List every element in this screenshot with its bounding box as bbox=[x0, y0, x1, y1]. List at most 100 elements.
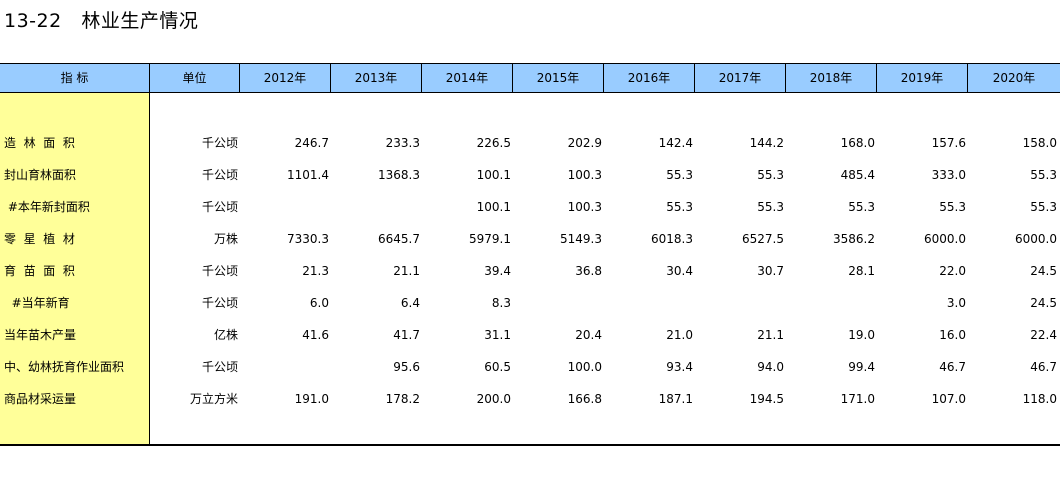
value-cell: 100.0 bbox=[567, 360, 602, 374]
row-unit: 千公顷 bbox=[201, 200, 238, 214]
row-unit: 万株 bbox=[213, 232, 238, 246]
value-cell: 246.7 bbox=[294, 136, 329, 150]
table-row: #当年新育 千公顷 6.0 6.4 8.3 3.0 24.5 bbox=[0, 287, 1060, 319]
value-cell: 6000.0 bbox=[924, 232, 966, 246]
value-cell: 55.3 bbox=[666, 168, 693, 182]
table-row: 当年苗木产量 亿株 41.6 41.7 31.1 20.4 21.0 21.1 19.0 16.0… bbox=[0, 319, 1060, 351]
row-indicator: #当年新育 bbox=[4, 296, 70, 310]
table-row: 封山育林面积 千公顷 1101.4 1368.3 100.1 100.3 55.3 55.3 4… bbox=[0, 159, 1060, 191]
value-cell: 41.7 bbox=[393, 328, 420, 342]
header-year: 2012年 bbox=[240, 64, 331, 92]
value-cell: 6.0 bbox=[309, 296, 329, 310]
table-header: 指 标 单位 2012年 2013年 2014年 2015年 2016年 201… bbox=[0, 63, 1060, 93]
value-cell: 118.0 bbox=[1022, 392, 1057, 406]
value-cell: 60.5 bbox=[484, 360, 511, 374]
value-cell: 191.0 bbox=[294, 392, 329, 406]
value-cell: 1368.3 bbox=[378, 168, 420, 182]
indicator-column bbox=[0, 93, 150, 445]
table-row: 育 苗 面 积 千公顷 21.3 21.1 39.4 36.8 30.4 30.7 28.1 22… bbox=[0, 255, 1060, 287]
value-cell: 55.3 bbox=[757, 200, 784, 214]
value-cell: 99.4 bbox=[848, 360, 875, 374]
value-cell: 28.1 bbox=[848, 264, 875, 278]
value-cell: 168.0 bbox=[840, 136, 875, 150]
value-cell: 187.1 bbox=[658, 392, 693, 406]
row-indicator: #本年新封面积 bbox=[4, 200, 90, 214]
row-indicator: 封山育林面积 bbox=[4, 168, 77, 182]
header-year: 2016年 bbox=[604, 64, 695, 92]
row-indicator: 零 星 植 材 bbox=[4, 232, 75, 246]
value-cell: 100.3 bbox=[567, 168, 602, 182]
value-cell: 39.4 bbox=[484, 264, 511, 278]
value-cell: 46.7 bbox=[939, 360, 966, 374]
value-cell: 41.6 bbox=[302, 328, 329, 342]
value-cell: 5149.3 bbox=[560, 232, 602, 246]
value-cell bbox=[241, 351, 329, 383]
row-indicator: 商品材采运量 bbox=[4, 392, 77, 406]
row-unit: 千公顷 bbox=[201, 136, 238, 150]
forestry-table: 指 标 单位 2012年 2013年 2014年 2015年 2016年 201… bbox=[0, 63, 1060, 446]
header-unit: 单位 bbox=[150, 64, 240, 92]
value-cell: 158.0 bbox=[1022, 136, 1057, 150]
value-cell: 95.6 bbox=[393, 360, 420, 374]
value-cell: 144.2 bbox=[749, 136, 784, 150]
value-cell: 194.5 bbox=[749, 392, 784, 406]
value-cell: 30.4 bbox=[666, 264, 693, 278]
value-cell: 6018.3 bbox=[651, 232, 693, 246]
value-cell: 6.4 bbox=[400, 296, 420, 310]
value-cell: 6000.0 bbox=[1015, 232, 1057, 246]
value-cell: 16.0 bbox=[939, 328, 966, 342]
value-cell: 7330.3 bbox=[287, 232, 329, 246]
value-cell bbox=[787, 287, 875, 319]
value-cell: 233.3 bbox=[385, 136, 420, 150]
table-bottom-rule bbox=[0, 444, 1060, 446]
value-cell: 24.5 bbox=[1030, 264, 1057, 278]
header-indicator: 指 标 bbox=[0, 64, 150, 92]
row-indicator: 当年苗木产量 bbox=[4, 328, 77, 342]
value-cell: 36.8 bbox=[575, 264, 602, 278]
header-year: 2017年 bbox=[695, 64, 786, 92]
value-cell: 22.4 bbox=[1030, 328, 1057, 342]
value-cell: 55.3 bbox=[1030, 200, 1057, 214]
header-year: 2014年 bbox=[422, 64, 513, 92]
value-cell: 166.8 bbox=[567, 392, 602, 406]
value-cell: 55.3 bbox=[757, 168, 784, 182]
value-cell: 3.0 bbox=[946, 296, 966, 310]
value-cell: 46.7 bbox=[1030, 360, 1057, 374]
value-cell: 3586.2 bbox=[833, 232, 875, 246]
table-row: #本年新封面积 千公顷 100.1 100.3 55.3 55.3 55.3 55.3 55.3 bbox=[0, 191, 1060, 223]
header-year: 2013年 bbox=[331, 64, 422, 92]
row-unit: 千公顷 bbox=[201, 264, 238, 278]
page-title: 13-22 林业生产情况 bbox=[4, 10, 199, 32]
value-cell: 6645.7 bbox=[378, 232, 420, 246]
table-row: 中、幼林抚育作业面积 千公顷 95.6 60.5 100.0 93.4 94.0 99.4 46… bbox=[0, 351, 1060, 383]
value-cell: 19.0 bbox=[848, 328, 875, 342]
value-cell: 21.3 bbox=[302, 264, 329, 278]
value-cell: 100.3 bbox=[567, 200, 602, 214]
row-unit: 亿株 bbox=[213, 328, 238, 342]
value-cell bbox=[605, 287, 693, 319]
value-cell bbox=[241, 191, 329, 223]
row-unit: 万立方米 bbox=[189, 392, 238, 406]
value-cell: 55.3 bbox=[666, 200, 693, 214]
row-unit: 千公顷 bbox=[201, 296, 238, 310]
value-cell: 22.0 bbox=[939, 264, 966, 278]
value-cell: 333.0 bbox=[931, 168, 966, 182]
value-cell bbox=[514, 287, 602, 319]
value-cell: 21.1 bbox=[757, 328, 784, 342]
value-cell: 55.3 bbox=[1030, 168, 1057, 182]
value-cell: 21.1 bbox=[393, 264, 420, 278]
row-unit: 千公顷 bbox=[201, 360, 238, 374]
value-cell: 30.7 bbox=[757, 264, 784, 278]
value-cell: 157.6 bbox=[931, 136, 966, 150]
value-cell: 100.1 bbox=[476, 200, 511, 214]
value-cell: 24.5 bbox=[1030, 296, 1057, 310]
value-cell: 20.4 bbox=[575, 328, 602, 342]
value-cell: 100.1 bbox=[476, 168, 511, 182]
row-indicator: 中、幼林抚育作业面积 bbox=[4, 360, 125, 374]
value-cell: 21.0 bbox=[666, 328, 693, 342]
value-cell: 171.0 bbox=[840, 392, 875, 406]
value-cell bbox=[696, 287, 784, 319]
value-cell: 6527.5 bbox=[742, 232, 784, 246]
table-row: 商品材采运量 万立方米 191.0 178.2 200.0 166.8 187.1 194.5… bbox=[0, 383, 1060, 415]
value-cell: 202.9 bbox=[567, 136, 602, 150]
